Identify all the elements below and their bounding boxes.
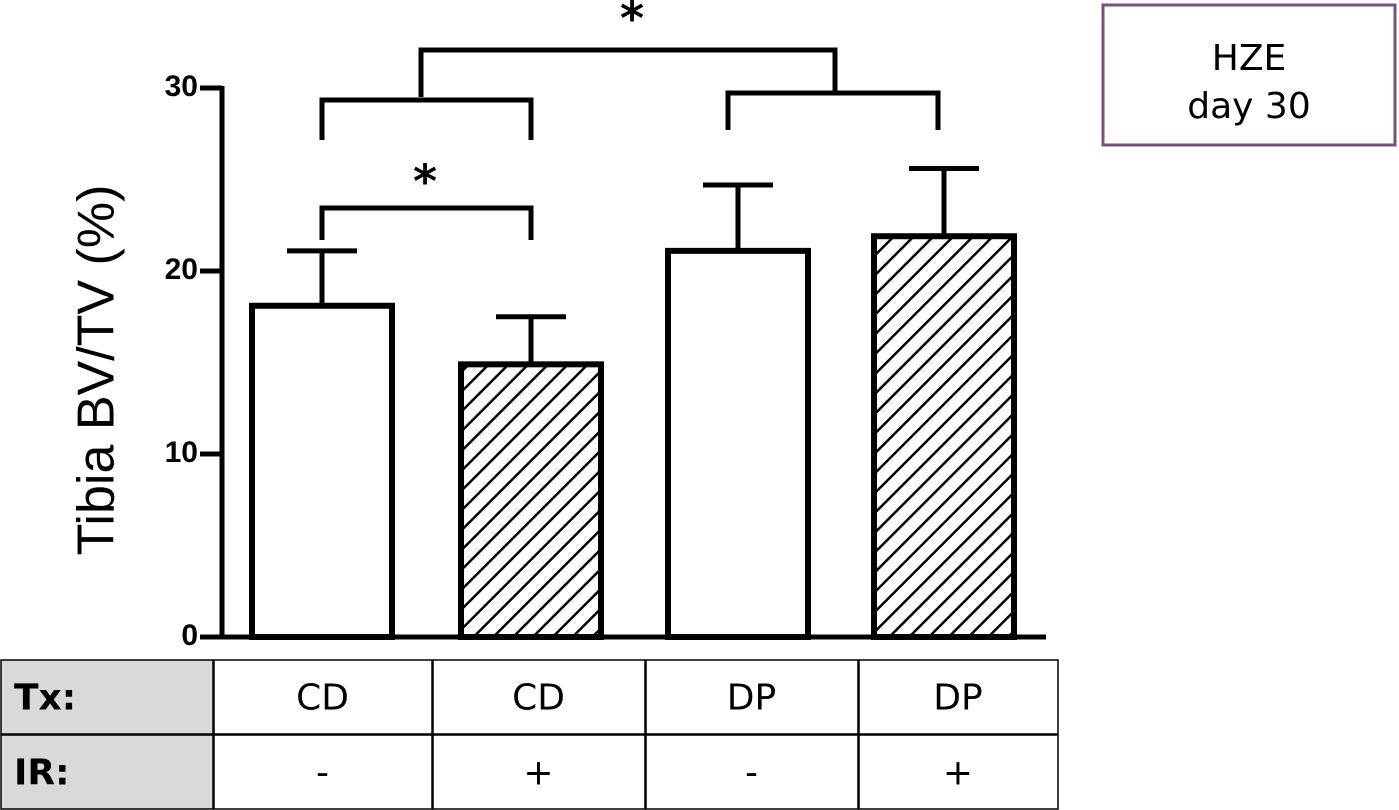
row-header-cell xyxy=(0,734,214,810)
bar xyxy=(249,302,395,640)
table-cell xyxy=(213,734,433,810)
table-text: - xyxy=(316,753,329,794)
table-cell xyxy=(858,659,1059,735)
table-text: - xyxy=(745,753,758,794)
y-tick-label: 0 xyxy=(181,619,198,652)
table-text: DP xyxy=(933,678,982,719)
y-tick-label: 10 xyxy=(165,436,198,469)
significance-star: * xyxy=(620,0,644,46)
table-cell xyxy=(432,659,646,735)
bar xyxy=(665,247,811,640)
table-cell xyxy=(645,734,859,810)
table-cell xyxy=(858,734,1059,810)
box-text: HZE xyxy=(1212,38,1286,79)
significance-star: * xyxy=(413,155,437,209)
row-header: Tx: xyxy=(14,678,76,719)
table-text: + xyxy=(943,753,973,794)
table-text: CD xyxy=(296,678,349,719)
table-text: + xyxy=(523,753,553,794)
row-header: IR: xyxy=(14,753,70,794)
bar xyxy=(458,361,604,640)
row-header-cell xyxy=(0,659,214,735)
table-text: DP xyxy=(727,678,776,719)
significance-brackets xyxy=(319,47,941,240)
box-text: day 30 xyxy=(1187,86,1310,127)
y-axis-label: Tibia BV/TV (%) xyxy=(68,185,126,556)
condition-box xyxy=(1101,3,1397,147)
table-cell xyxy=(213,659,433,735)
table-cell xyxy=(645,659,859,735)
table-cell xyxy=(432,734,646,810)
bar xyxy=(871,233,1017,640)
y-tick-label: 20 xyxy=(165,253,198,286)
table-text: CD xyxy=(512,678,565,719)
y-tick-label: 30 xyxy=(165,70,198,103)
